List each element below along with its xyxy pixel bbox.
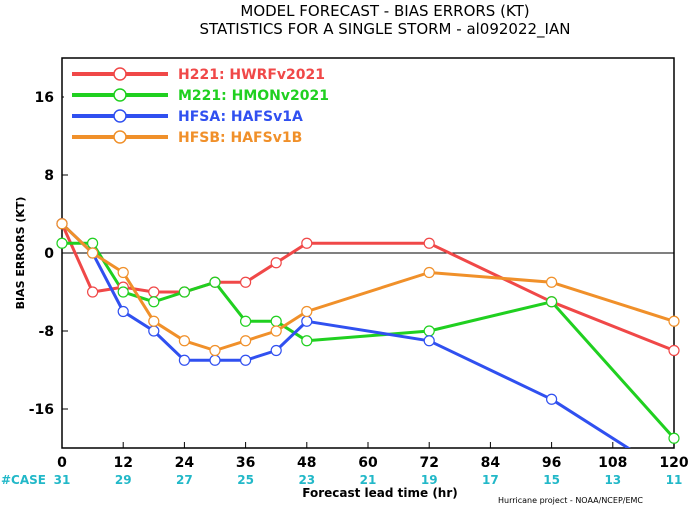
data-point xyxy=(270,257,282,269)
legend-marker xyxy=(113,67,127,81)
legend-label: M221: HMONv2021 xyxy=(178,88,329,104)
case-count: 13 xyxy=(604,473,621,487)
x-tick-label: 24 xyxy=(175,455,195,471)
data-point xyxy=(178,335,190,347)
data-point xyxy=(86,286,99,298)
legend-label: HFSA: HAFSv1A xyxy=(178,109,303,125)
legend-label: HFSB: HAFSv1B xyxy=(178,130,302,146)
case-count: 11 xyxy=(666,473,683,487)
y-tick-label: -16 xyxy=(29,402,54,418)
series-line xyxy=(62,241,674,440)
data-point xyxy=(240,354,252,366)
data-point xyxy=(209,354,221,366)
x-tick-label: 0 xyxy=(57,455,67,471)
series-line xyxy=(62,222,631,448)
x-tick-label: 72 xyxy=(419,455,438,471)
data-point xyxy=(545,296,558,308)
legend-marker xyxy=(113,88,127,102)
data-point xyxy=(178,354,190,366)
data-point xyxy=(117,266,129,279)
series-lines xyxy=(62,222,674,448)
data-point xyxy=(668,344,680,357)
y-tick-label: 0 xyxy=(44,246,54,262)
data-point xyxy=(301,305,313,318)
case-count: 31 xyxy=(54,473,71,487)
data-point xyxy=(240,335,252,347)
x-tick-label: 108 xyxy=(598,455,627,471)
legend-marker xyxy=(113,109,127,123)
case-count: 27 xyxy=(176,473,193,487)
x-tick-label: 120 xyxy=(659,455,688,471)
case-count: 25 xyxy=(237,473,254,487)
data-point xyxy=(270,315,282,327)
x-tick-label: 48 xyxy=(297,455,316,471)
data-point xyxy=(423,237,435,249)
data-point xyxy=(240,276,252,288)
credit-text: Hurricane project - NOAA/NCEP/EMC xyxy=(498,496,643,505)
chart-subtitle: STATISTICS FOR A SINGLE STORM - al092022… xyxy=(200,20,571,39)
data-point xyxy=(56,237,68,249)
data-point xyxy=(423,266,435,279)
case-counts: 31 29 27 25 23 21 19 17 15 13 11 xyxy=(54,473,683,487)
data-point xyxy=(209,344,221,357)
series-line xyxy=(62,222,674,352)
x-axis-ticks: 0 12 24 36 48 60 72 84 96 108 120 xyxy=(57,442,689,471)
x-tick-label: 84 xyxy=(481,455,501,471)
y-tick-label: 16 xyxy=(35,90,54,106)
data-point xyxy=(668,315,680,327)
data-point xyxy=(117,305,129,318)
case-count: 15 xyxy=(543,473,560,487)
case-label: #CASE xyxy=(1,473,46,487)
case-count: 23 xyxy=(298,473,315,487)
data-point xyxy=(86,237,99,249)
data-point xyxy=(423,325,435,337)
data-point xyxy=(668,432,680,444)
legend-label: H221: HWRFv2021 xyxy=(178,67,325,83)
x-axis-label: Forecast lead time (hr) xyxy=(302,486,458,500)
case-count: 21 xyxy=(360,473,377,487)
data-point xyxy=(301,335,313,347)
data-point xyxy=(86,247,99,259)
x-tick-label: 60 xyxy=(358,455,378,471)
y-tick-label: -8 xyxy=(38,324,54,340)
case-count: 19 xyxy=(421,473,438,487)
data-point xyxy=(178,286,190,298)
legend-marker xyxy=(113,130,127,144)
data-point xyxy=(270,344,282,357)
y-axis-label: BIAS ERRORS (KT) xyxy=(14,197,27,310)
data-point xyxy=(270,325,282,337)
y-tick-label: 8 xyxy=(44,168,54,184)
case-count: 29 xyxy=(115,473,132,487)
data-point xyxy=(148,296,160,308)
series-markers xyxy=(56,218,680,444)
data-point xyxy=(117,286,129,298)
data-point xyxy=(148,315,160,327)
legend: H221: HWRFv2021 M221: HMONv2021 HFSA: HAFS… xyxy=(72,67,329,146)
data-point xyxy=(148,286,160,298)
data-point xyxy=(301,315,313,327)
data-point xyxy=(56,218,68,230)
data-point xyxy=(423,335,435,347)
data-point xyxy=(545,393,558,405)
data-point xyxy=(148,325,160,337)
case-count: 17 xyxy=(482,473,499,487)
chart-title: MODEL FORECAST - BIAS ERRORS (KT) xyxy=(240,2,529,20)
x-tick-label: 96 xyxy=(542,455,561,471)
data-point xyxy=(301,237,313,249)
data-point xyxy=(545,276,558,288)
data-point xyxy=(240,315,252,327)
x-tick-label: 36 xyxy=(236,455,255,471)
x-tick-label: 12 xyxy=(113,455,132,471)
data-point xyxy=(209,276,221,288)
